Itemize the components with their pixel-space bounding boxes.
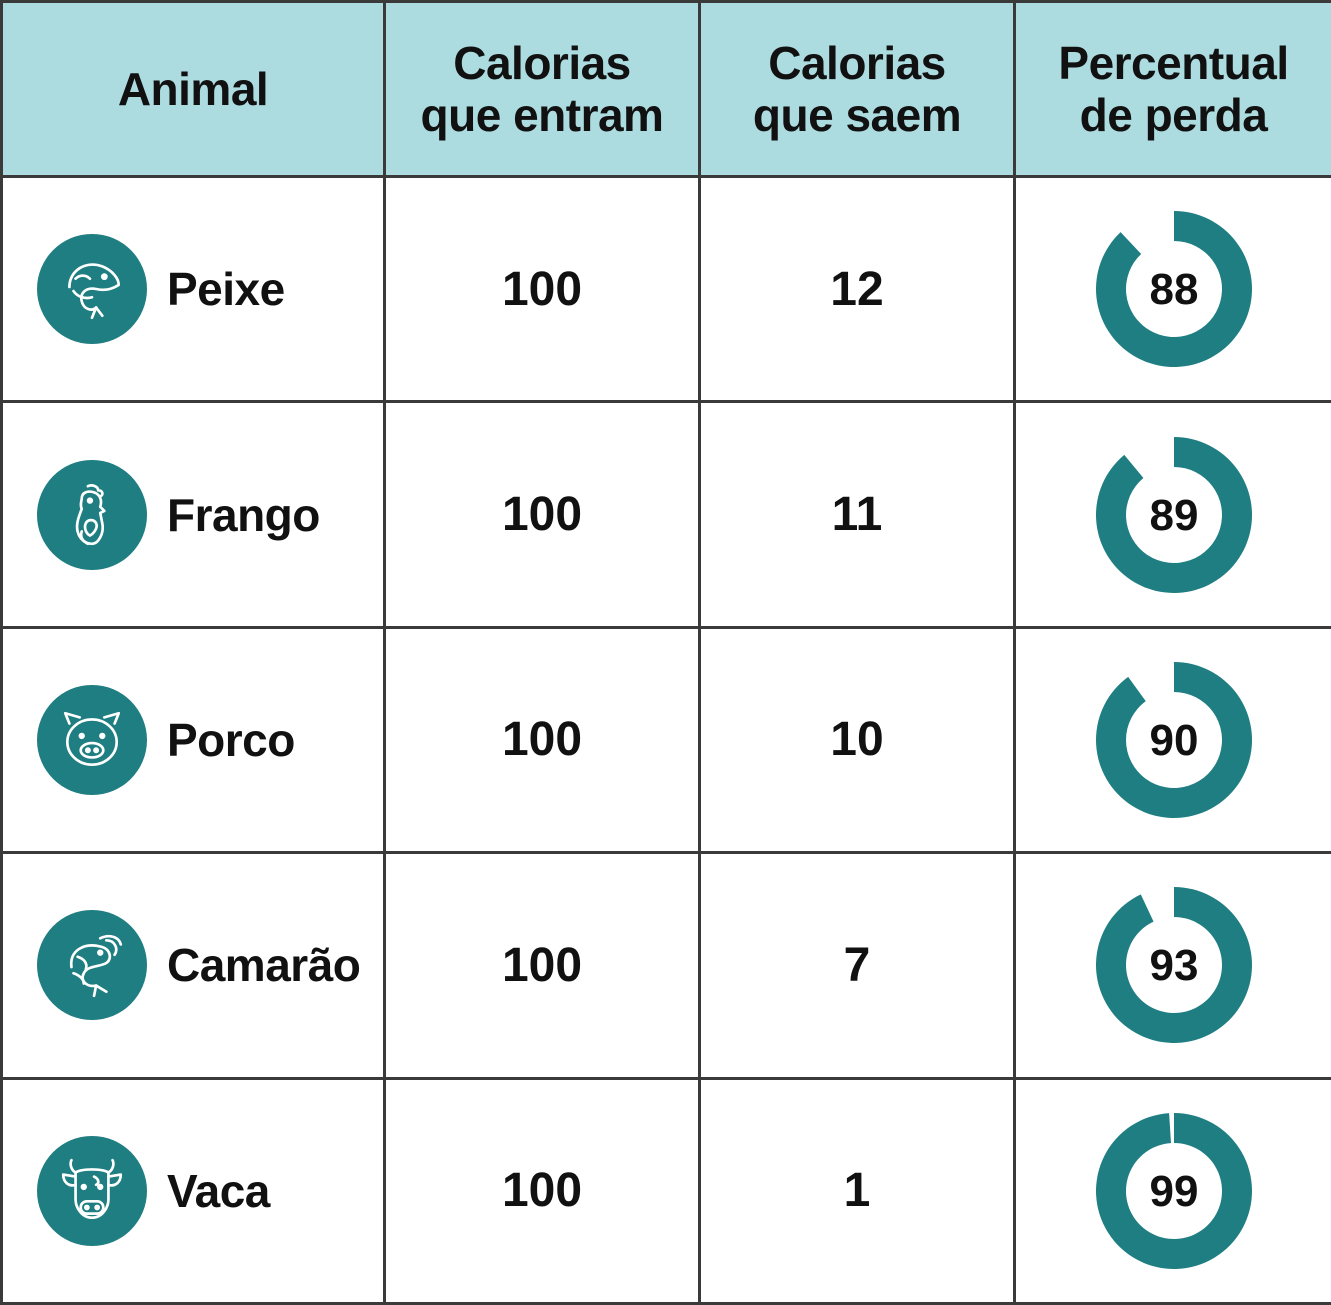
shrimp-icon <box>37 910 147 1021</box>
table-row: Camarão 100 7 93 <box>0 851 1331 1080</box>
animal-name: Vaca <box>167 1164 270 1217</box>
loss-donut: 90 <box>1095 661 1252 818</box>
loss-value-label: 88 <box>1149 265 1198 314</box>
header-row: Animal Calorias que entram Calorias que … <box>0 0 1331 178</box>
loss-percent-cell: 89 <box>1013 400 1331 629</box>
pig-icon <box>37 684 147 795</box>
loss-arc <box>1095 661 1252 818</box>
animal-cell: Camarão <box>0 851 386 1080</box>
loss-donut: 89 <box>1095 436 1252 593</box>
loss-arc <box>1095 887 1252 1044</box>
table-row: Porco 100 10 90 <box>0 625 1331 855</box>
animal-cell: Peixe <box>0 174 386 404</box>
animal-cell: Vaca <box>0 1076 386 1305</box>
table-row: Vaca 100 1 99 <box>0 1076 1331 1305</box>
loss-donut: 93 <box>1095 887 1252 1044</box>
loss-value-label: 93 <box>1149 941 1198 990</box>
cow-icon <box>37 1135 147 1246</box>
animal-cell: Porco <box>0 625 386 855</box>
animal-name: Porco <box>167 713 295 766</box>
loss-value-label: 99 <box>1149 1167 1198 1216</box>
animal-cell: Frango <box>0 400 386 629</box>
table-row: Peixe 100 12 88 <box>0 174 1331 404</box>
fish-icon <box>37 234 147 345</box>
calories-out-value: 10 <box>698 625 1016 855</box>
animal-name: Frango <box>167 488 320 541</box>
header-calories-out: Calorias que saem <box>698 0 1016 178</box>
table-row: Frango 100 11 89 <box>0 400 1331 629</box>
loss-percent-cell: 99 <box>1013 1076 1331 1305</box>
calories-in-value: 100 <box>383 400 701 629</box>
loss-percent-cell: 90 <box>1013 625 1331 855</box>
loss-percent-cell: 93 <box>1013 851 1331 1080</box>
loss-arc <box>1095 1112 1252 1269</box>
calories-in-value: 100 <box>383 174 701 404</box>
calories-out-value: 12 <box>698 174 1016 404</box>
loss-donut: 99 <box>1095 1112 1252 1269</box>
animal-name: Camarão <box>167 939 361 992</box>
loss-donut: 88 <box>1095 211 1252 368</box>
header-animal: Animal <box>0 0 386 178</box>
loss-percent-cell: 88 <box>1013 174 1331 404</box>
animal-name: Peixe <box>167 263 285 316</box>
calories-in-value: 100 <box>383 625 701 855</box>
header-loss-percent: Percentual de perda <box>1013 0 1331 178</box>
calories-in-value: 100 <box>383 851 701 1080</box>
loss-arc <box>1095 211 1252 368</box>
calories-out-value: 1 <box>698 1076 1016 1305</box>
calories-out-value: 7 <box>698 851 1016 1080</box>
calories-out-value: 11 <box>698 400 1016 629</box>
loss-value-label: 89 <box>1149 491 1198 540</box>
calories-in-value: 100 <box>383 1076 701 1305</box>
loss-arc <box>1095 436 1252 593</box>
chicken-icon <box>37 459 147 570</box>
header-calories-in: Calorias que entram <box>383 0 701 178</box>
loss-value-label: 90 <box>1149 716 1198 765</box>
